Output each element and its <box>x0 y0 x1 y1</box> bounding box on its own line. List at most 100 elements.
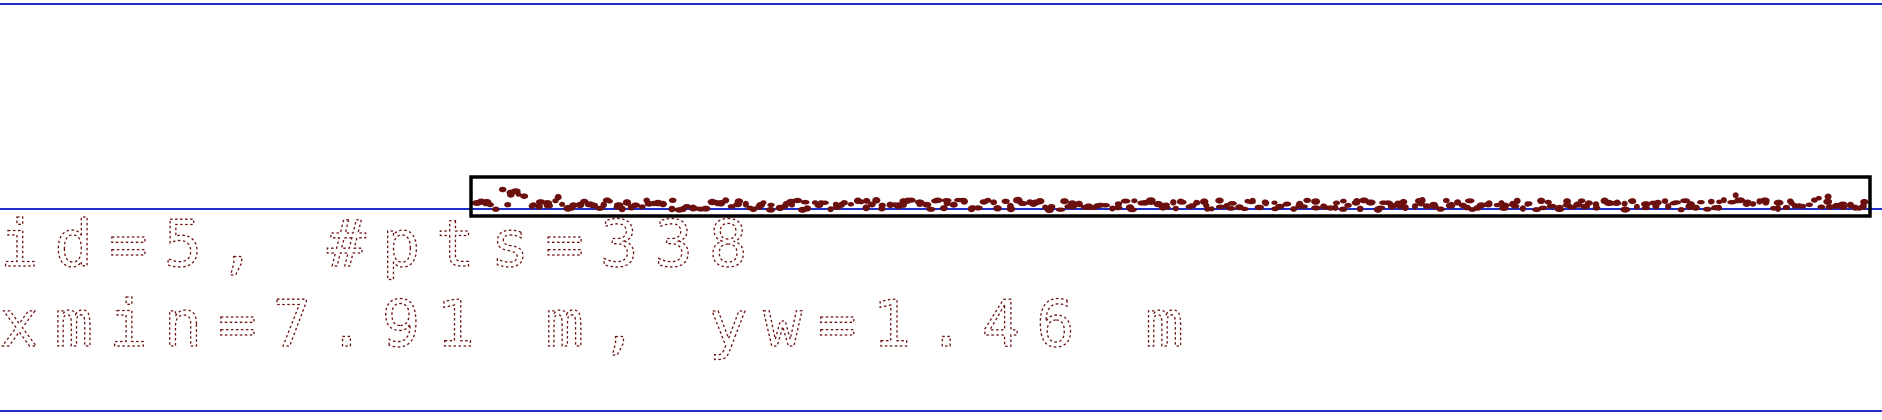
data-point <box>1131 198 1138 204</box>
data-point <box>1735 197 1746 204</box>
data-point <box>1715 204 1723 211</box>
data-point <box>1178 199 1187 205</box>
data-point <box>1311 205 1321 211</box>
data-point <box>1055 207 1066 212</box>
data-point <box>1510 203 1520 209</box>
data-point <box>631 202 641 208</box>
data-point <box>722 197 730 204</box>
data-point <box>1170 199 1177 206</box>
data-point <box>1500 202 1510 209</box>
data-point <box>1442 197 1450 204</box>
data-point <box>1114 201 1123 207</box>
data-point <box>803 205 812 212</box>
data-point <box>1332 204 1339 211</box>
data-point <box>1001 198 1010 204</box>
data-point <box>1113 205 1123 211</box>
data-point <box>1526 201 1533 207</box>
data-point <box>1707 198 1715 205</box>
data-point <box>1100 203 1111 208</box>
data-point <box>659 200 667 208</box>
data-point <box>1436 206 1445 212</box>
data-point <box>1592 201 1600 208</box>
data-point <box>1262 199 1270 207</box>
data-point <box>1537 197 1546 204</box>
data-point <box>1271 200 1278 205</box>
cluster-id-label: id=5, #pts=338 <box>0 208 763 282</box>
data-point <box>1172 205 1180 212</box>
data-point <box>515 191 522 197</box>
data-point <box>1799 203 1807 209</box>
data-point <box>668 197 677 203</box>
data-point <box>1387 202 1397 210</box>
data-point <box>984 197 992 203</box>
data-point <box>819 200 829 206</box>
data-point <box>1703 206 1712 212</box>
data-point <box>1727 199 1737 205</box>
data-point <box>1691 204 1700 211</box>
data-point <box>862 204 870 212</box>
data-point <box>701 205 711 212</box>
data-point <box>1774 205 1782 212</box>
data-point <box>588 202 599 209</box>
data-point <box>886 201 895 208</box>
data-point <box>1555 204 1564 211</box>
data-point <box>1067 200 1077 207</box>
data-point <box>1513 197 1521 205</box>
cluster-extent-label: xmin=7.91 m, yw=1.46 m <box>0 288 1200 362</box>
data-point <box>734 198 744 205</box>
data-point <box>1611 200 1622 206</box>
data-point <box>1298 204 1308 210</box>
data-point <box>1060 198 1069 205</box>
data-point <box>1018 200 1028 207</box>
data-point <box>1290 206 1298 212</box>
point-cloud <box>471 186 1869 214</box>
data-point <box>1584 200 1593 206</box>
data-point <box>1332 200 1341 206</box>
data-point <box>1422 203 1431 210</box>
data-point <box>742 200 749 208</box>
data-point <box>638 204 646 210</box>
data-point <box>1839 204 1848 210</box>
data-point <box>960 198 968 205</box>
data-point <box>1773 199 1784 206</box>
data-point <box>827 206 834 213</box>
data-point <box>1680 198 1691 204</box>
data-point <box>940 205 948 212</box>
data-point <box>1445 202 1456 209</box>
data-point <box>767 202 775 208</box>
data-point <box>1338 206 1348 212</box>
data-point <box>1671 200 1682 205</box>
data-point <box>1791 202 1799 209</box>
data-point <box>1697 200 1705 205</box>
data-point <box>1075 200 1083 208</box>
data-point <box>1303 197 1312 203</box>
data-point <box>990 199 998 206</box>
data-point <box>1538 205 1548 211</box>
data-point <box>900 201 907 208</box>
cluster-bounding-box <box>469 175 1872 218</box>
data-point <box>1240 206 1249 212</box>
data-point <box>492 206 500 212</box>
data-point <box>1653 199 1662 206</box>
data-point <box>973 205 983 211</box>
data-point <box>1628 198 1637 205</box>
data-point <box>1161 202 1170 207</box>
data-point <box>1161 205 1171 210</box>
data-point <box>906 197 916 203</box>
data-point <box>1145 197 1156 204</box>
data-point <box>847 202 855 207</box>
data-point <box>1402 204 1409 212</box>
data-point <box>1365 199 1376 206</box>
data-point <box>1226 206 1236 211</box>
data-point <box>1208 206 1215 212</box>
data-point <box>1641 205 1651 211</box>
data-point <box>1465 198 1475 204</box>
data-point <box>1759 197 1770 204</box>
data-point <box>878 202 886 209</box>
data-point <box>554 193 562 201</box>
data-point <box>1399 198 1408 205</box>
data-point <box>1544 199 1552 205</box>
data-point <box>941 198 952 203</box>
data-point <box>1732 192 1739 199</box>
data-point <box>926 206 936 212</box>
